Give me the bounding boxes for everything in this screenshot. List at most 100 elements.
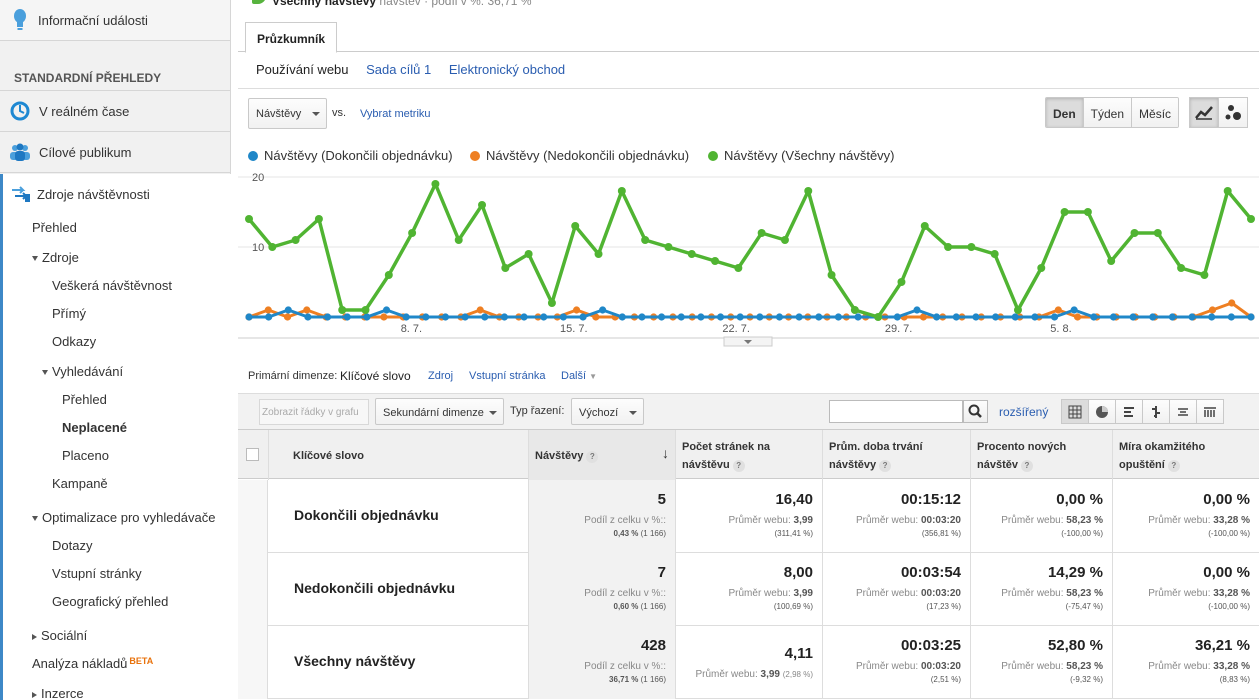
- data-point: [501, 264, 510, 272]
- clock-refresh-icon: [10, 101, 30, 121]
- advanced-filter-link[interactable]: rozšířený: [999, 405, 1049, 419]
- site-average-value: 58,23 %: [1066, 588, 1103, 599]
- period-month-button[interactable]: Měsíc: [1132, 98, 1179, 127]
- secondary-dimension-dropdown[interactable]: Sekundární dimenze: [375, 398, 504, 425]
- sidebar-item-label: Zdroje: [42, 250, 79, 265]
- sidebar-item-search[interactable]: Vyhledávání: [42, 364, 123, 379]
- subtab-site-usage[interactable]: Používání webu: [256, 62, 349, 77]
- sidebar-item-search-overview[interactable]: Přehled: [62, 392, 107, 407]
- comparison-view-button[interactable]: [1142, 399, 1170, 424]
- performance-view-button[interactable]: [1115, 399, 1143, 424]
- sidebar-item-campaigns[interactable]: Kampaně: [52, 476, 108, 491]
- dimension-source-link[interactable]: Zdroj: [428, 370, 454, 382]
- select-metric-link[interactable]: Vybrat metriku: [360, 108, 431, 120]
- motion-chart-button[interactable]: [1218, 97, 1248, 128]
- help-icon[interactable]: ?: [732, 460, 745, 472]
- sidebar-item-advertising[interactable]: Inzerce: [32, 686, 84, 700]
- cell-subtext: Průměr webu: 33,28 %: [1113, 660, 1250, 674]
- sidebar-item-social[interactable]: Sociální: [32, 628, 87, 643]
- data-point: [854, 313, 862, 321]
- legend-item-all-visits: Návštěvy (Všechny návštěvy): [708, 148, 895, 163]
- cell-value: 5: [657, 491, 666, 508]
- data-point: [1153, 229, 1162, 237]
- sidebar-item-cost-analysis[interactable]: Analýza nákladů BETA: [32, 656, 153, 671]
- sidebar-item-overview[interactable]: Přehled: [32, 220, 77, 235]
- sidebar-item-geo-summary[interactable]: Geografický přehled: [52, 594, 169, 609]
- row-keyword[interactable]: Všechny návštěvy: [294, 653, 416, 669]
- x-tick-label: 8. 7.: [401, 323, 422, 335]
- help-icon[interactable]: ?: [586, 451, 599, 463]
- column-header-keyword[interactable]: Klíčové slovo: [268, 430, 528, 480]
- sidebar-item-queries[interactable]: Dotazy: [52, 538, 93, 553]
- chevron-down-icon: [489, 411, 497, 415]
- sidebar-item-direct[interactable]: Přímý: [52, 306, 86, 321]
- plot-rows-button[interactable]: Zobrazit řádky v grafu: [259, 399, 369, 425]
- cell-value: 0,00 %: [1056, 491, 1103, 508]
- row-checkbox-cell[interactable]: [238, 553, 268, 626]
- sidebar-item-traffic-sources[interactable]: Zdroje návštěvnosti: [11, 184, 150, 204]
- sidebar-item-audience[interactable]: Cílové publikum: [0, 132, 230, 173]
- data-point: [1208, 306, 1217, 314]
- metric-dropdown[interactable]: Návštěvy: [248, 98, 327, 129]
- tab-explorer[interactable]: Průzkumník: [245, 22, 338, 53]
- row-keyword[interactable]: Dokončili objednávku: [294, 507, 439, 523]
- data-point: [913, 306, 921, 314]
- help-icon[interactable]: ?: [879, 460, 892, 472]
- table-toolbar: Zobrazit řádky v grafu Sekundární dimenz…: [238, 393, 1259, 429]
- term-cloud-view-button[interactable]: [1169, 399, 1197, 424]
- line-chart-button[interactable]: [1189, 97, 1219, 128]
- beta-badge: BETA: [129, 656, 154, 666]
- select-all-checkbox[interactable]: [246, 448, 259, 461]
- row-checkbox-cell[interactable]: [238, 480, 268, 553]
- table-view-button[interactable]: [1061, 399, 1089, 424]
- period-week-button[interactable]: Týden: [1083, 98, 1133, 127]
- column-header-new-visits[interactable]: Procento nových návštěv?: [970, 430, 1112, 480]
- table-search-input[interactable]: [829, 400, 963, 423]
- row-checkbox-cell[interactable]: [238, 626, 268, 699]
- sidebar-item-label: Zdroje návštěvnosti: [37, 186, 150, 202]
- subtab-ecommerce[interactable]: Elektronický obchod: [448, 62, 566, 77]
- legend-item-completed: Návštěvy (Dokončili objednávku): [248, 148, 453, 163]
- sidebar-item-paid[interactable]: Placeno: [62, 448, 109, 463]
- help-icon[interactable]: ?: [1167, 460, 1180, 472]
- cell-subtext: Průměr webu: 3,99: [676, 587, 814, 601]
- data-point: [780, 236, 789, 244]
- site-average-value: 33,28 %: [1213, 661, 1250, 672]
- cell-value: 428: [640, 637, 666, 654]
- period-day-button[interactable]: Den: [1046, 98, 1084, 127]
- help-icon[interactable]: ?: [1020, 460, 1033, 472]
- sidebar-item-referrals[interactable]: Odkazy: [52, 334, 97, 349]
- data-point: [716, 313, 725, 321]
- sort-type-dropdown[interactable]: Výchozí: [571, 398, 644, 425]
- column-header-visits[interactable]: Návštěvy? ↓: [528, 430, 675, 480]
- pivot-view-button[interactable]: [1196, 399, 1224, 424]
- sidebar-item-organic[interactable]: Neplacené: [62, 420, 128, 435]
- sidebar-item-landing-pages[interactable]: Vstupní stránky: [52, 566, 142, 581]
- column-header-bounce-rate[interactable]: Míra okamžitého opuštění?: [1112, 430, 1259, 480]
- data-point: [572, 306, 581, 314]
- sidebar-item-realtime[interactable]: V reálném čase: [0, 91, 230, 132]
- sidebar-item-info-events[interactable]: Informační události: [0, 0, 230, 41]
- cell-subtext: Podíl z celku v %::: [584, 661, 666, 672]
- column-header-avg-duration[interactable]: Prům. doba trvání návštěvy?: [822, 430, 970, 480]
- table-row[interactable]: Dokončili objednávku 5 Podíl z celku v %…: [238, 480, 1259, 553]
- search-button[interactable]: [963, 400, 988, 423]
- row-keyword[interactable]: Nedokončili objednávku: [294, 580, 456, 596]
- dimension-more-link[interactable]: Další ▼: [561, 370, 597, 382]
- column-header-pages-per-visit[interactable]: Počet stránek na návštěvu?: [675, 430, 822, 480]
- sidebar-item-sources[interactable]: Zdroje: [32, 250, 79, 265]
- bubbles-icon: [1225, 105, 1241, 120]
- data-point: [314, 215, 323, 223]
- table-row[interactable]: Nedokončili objednávku 7 Podíl z celku v…: [238, 553, 1259, 626]
- table-row[interactable]: Všechny návštěvy 428 Podíl z celku v %::…: [238, 626, 1259, 699]
- dimension-landing-page-link[interactable]: Vstupní stránka: [469, 370, 546, 382]
- pie-view-button[interactable]: [1088, 399, 1116, 424]
- data-point: [323, 313, 332, 321]
- cell-visits: 7 Podíl z celku v %:: 0,60 % (1 166): [528, 553, 675, 626]
- chevron-down-icon: [744, 340, 752, 344]
- sidebar-item-seo[interactable]: Optimalizace pro vyhledávače: [32, 510, 215, 525]
- sidebar-item-all-traffic[interactable]: Veškerá návštěvnost: [52, 278, 172, 293]
- subtab-goal-set[interactable]: Sada cílů 1: [366, 62, 432, 77]
- cell-subtext-detail: 0,43 % (1 166): [529, 528, 667, 539]
- data-point: [815, 313, 823, 321]
